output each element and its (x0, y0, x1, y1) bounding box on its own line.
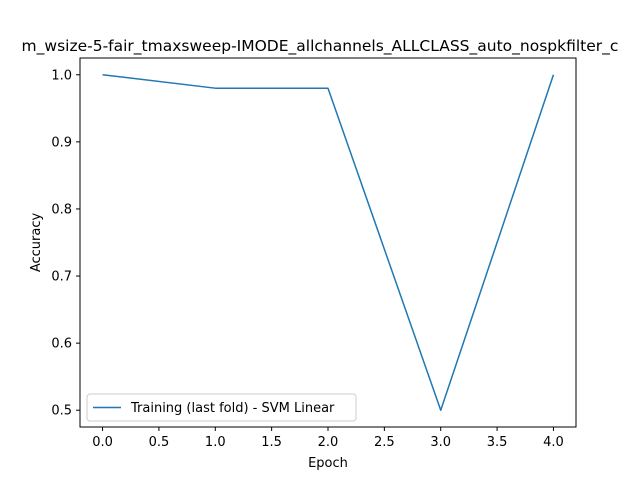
x-tick-label: 0.5 (149, 435, 170, 450)
y-axis: 0.5 0.6 0.7 0.8 0.9 1.0 (51, 68, 80, 419)
x-tick-label: 1.0 (205, 435, 226, 450)
legend: Training (last fold) - SVM Linear (86, 393, 357, 422)
y-tick-label: 0.5 (51, 404, 72, 419)
x-tick-label: 2.0 (318, 435, 339, 450)
y-tick-label: 0.8 (51, 202, 72, 217)
x-tick-label: 4.0 (543, 435, 564, 450)
x-tick-label: 3.5 (487, 435, 508, 450)
y-axis-label: Accuracy (29, 213, 44, 273)
y-tick-label: 0.9 (51, 135, 72, 150)
x-axis-label: Epoch (308, 456, 348, 471)
y-tick-label: 1.0 (51, 68, 72, 83)
series-line-0 (102, 74, 555, 411)
x-axis: 0.0 0.5 1.0 1.5 2.0 2.5 3.0 3.5 4.0 (92, 427, 564, 450)
y-tick-label: 0.7 (51, 270, 72, 285)
x-tick-label: 0.0 (92, 435, 113, 450)
x-tick-label: 1.5 (261, 435, 282, 450)
plot-area (79, 57, 577, 428)
x-tick-label: 3.0 (430, 435, 451, 450)
y-tick-label: 0.6 (51, 337, 72, 352)
plot-frame (79, 57, 577, 428)
legend-label: Training (last fold) - SVM Linear (130, 401, 335, 416)
chart-title: m_wsize-5-fair_tmaxsweep-IMODE_allchanne… (22, 37, 619, 56)
legend-box (86, 393, 357, 422)
x-tick-label: 2.5 (374, 435, 395, 450)
